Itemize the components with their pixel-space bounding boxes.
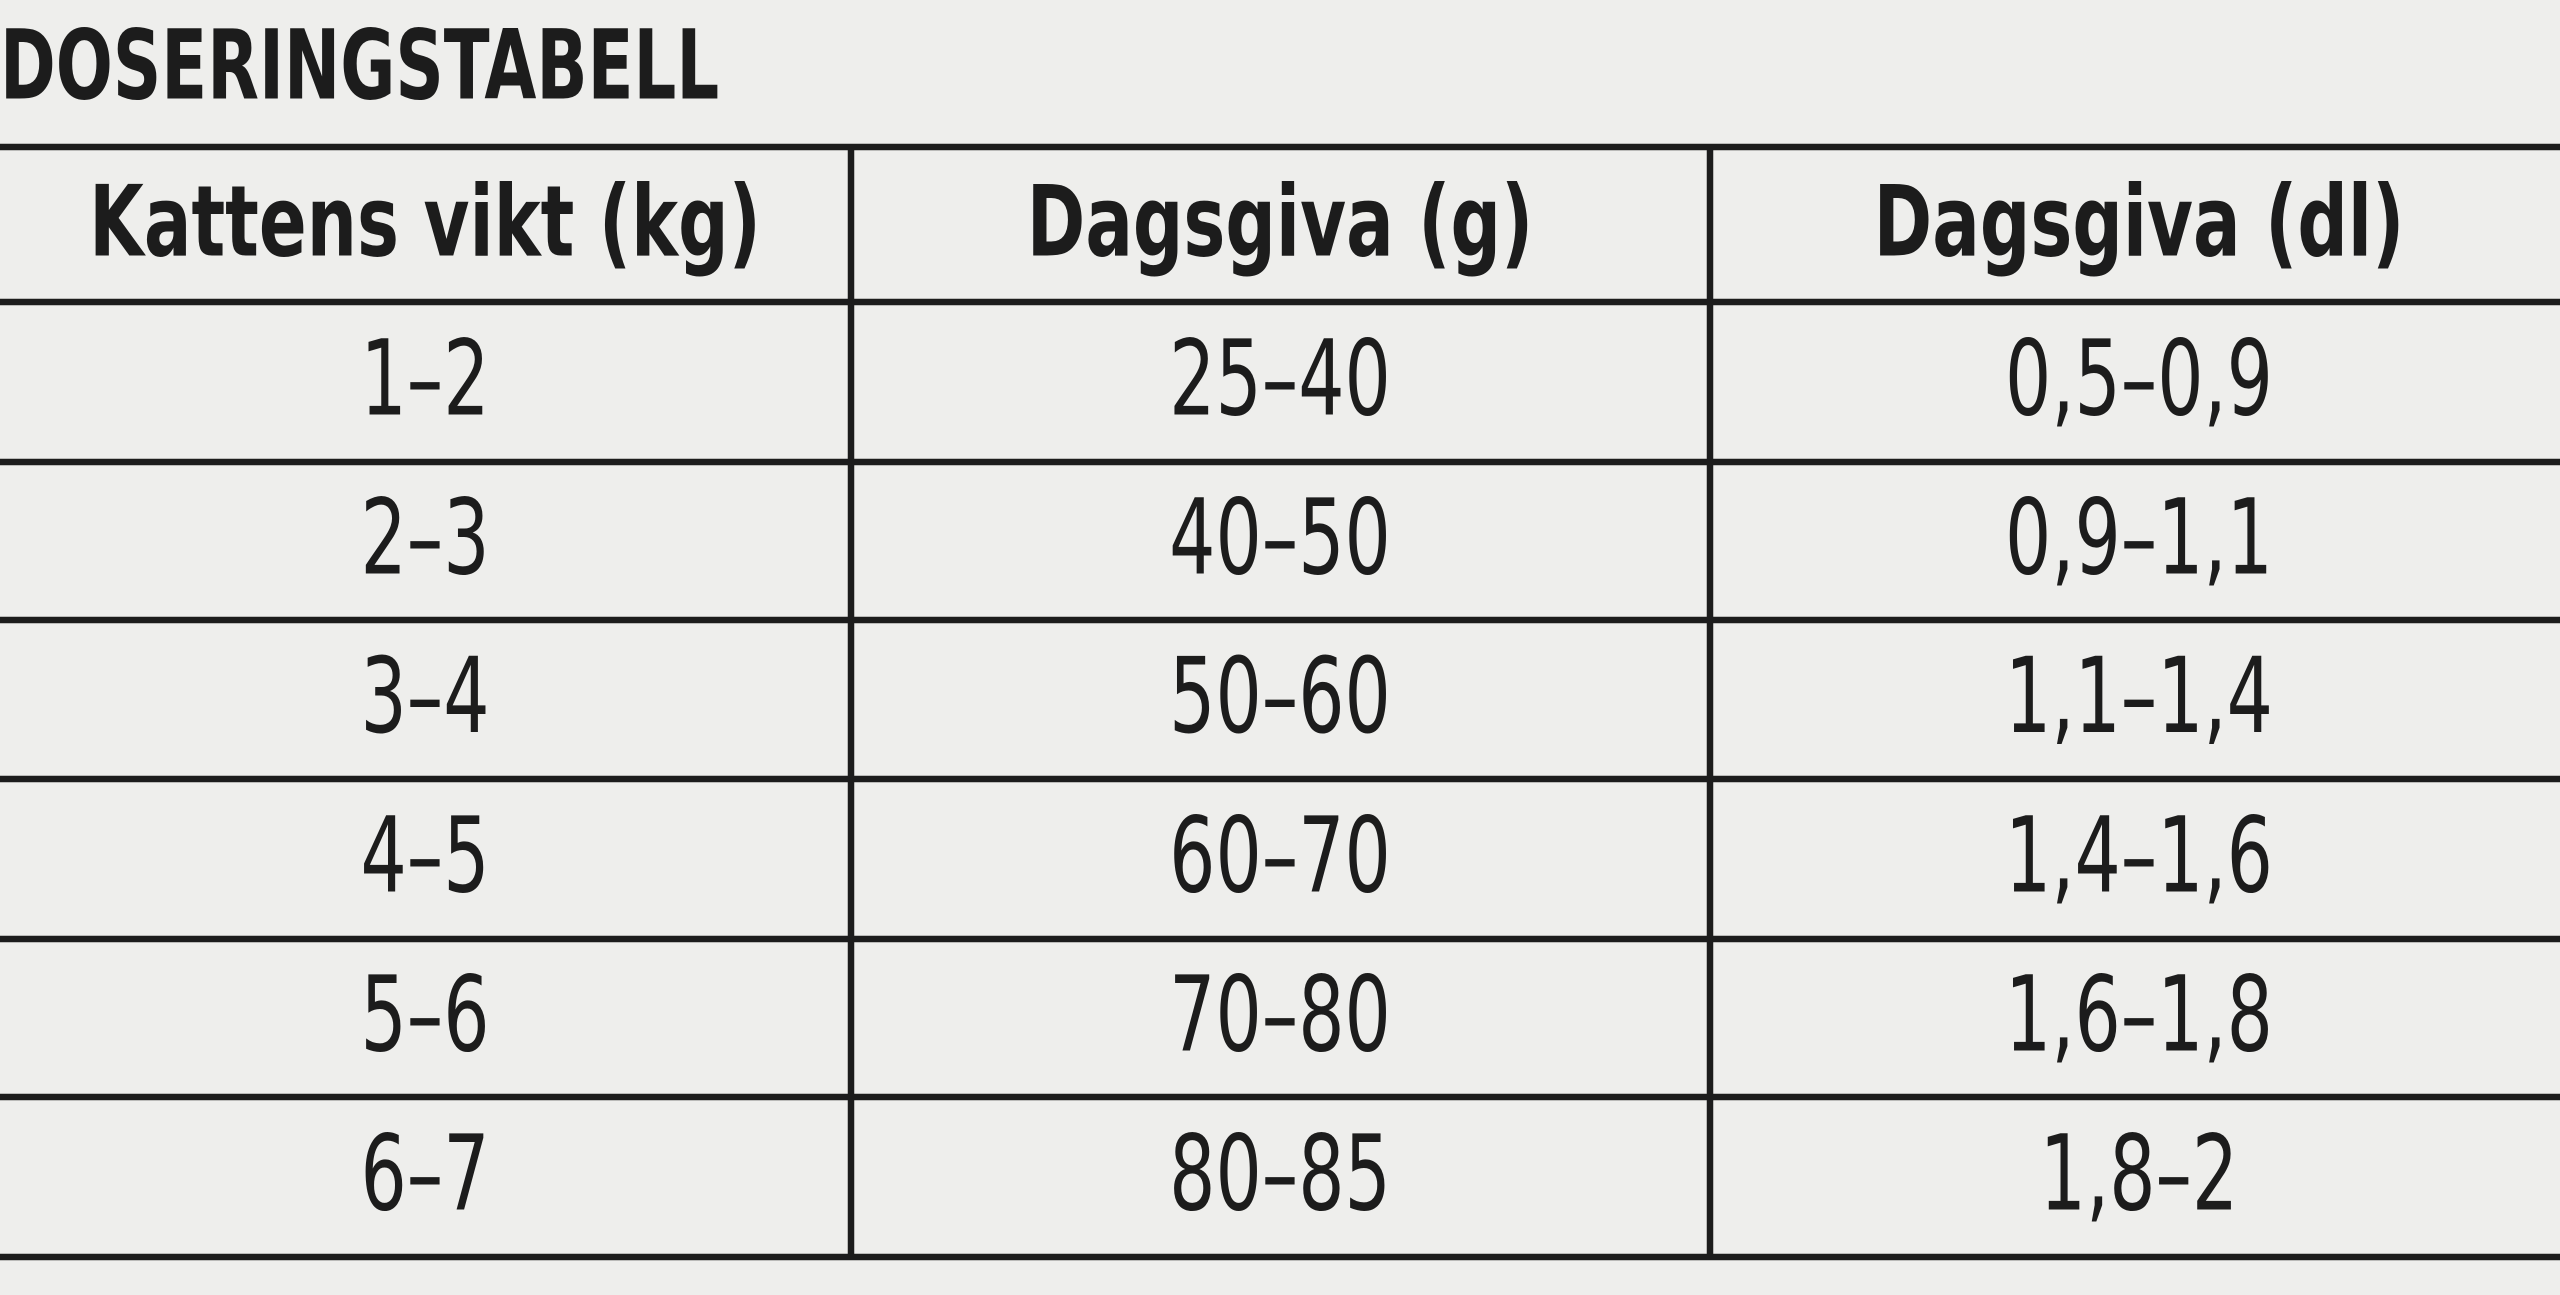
cell: 80–85: [1169, 1114, 1391, 1235]
cell: 25–40: [1169, 319, 1391, 440]
cell: 40–50: [1169, 478, 1391, 599]
cell: 1,6–1,8: [2005, 955, 2273, 1076]
cell: 0,9–1,1: [2005, 478, 2273, 599]
cell: 1–2: [360, 319, 489, 440]
cell: 2–3: [360, 478, 489, 599]
table-grid: [0, 143, 2560, 1261]
cell: 6–7: [360, 1114, 489, 1235]
cell: 5–6: [360, 955, 489, 1076]
cell: 3–4: [360, 637, 489, 758]
cell: 70–80: [1169, 955, 1391, 1076]
cell: 1,1–1,4: [2005, 637, 2273, 758]
cell: 1,8–2: [2040, 1114, 2238, 1235]
header-cell: Dagsgiva (dl): [1874, 166, 2405, 280]
cell: 0,5–0,9: [2005, 319, 2273, 440]
cell: 60–70: [1169, 796, 1391, 917]
header-cell: Dagsgiva (g): [1027, 166, 1533, 280]
cell: 4–5: [360, 796, 489, 917]
header-cell: Kattens vikt (kg): [89, 166, 761, 280]
cell: 1,4–1,6: [2005, 796, 2273, 917]
cell: 50–60: [1169, 637, 1391, 758]
title: DOSERINGSTABELL: [0, 9, 719, 121]
